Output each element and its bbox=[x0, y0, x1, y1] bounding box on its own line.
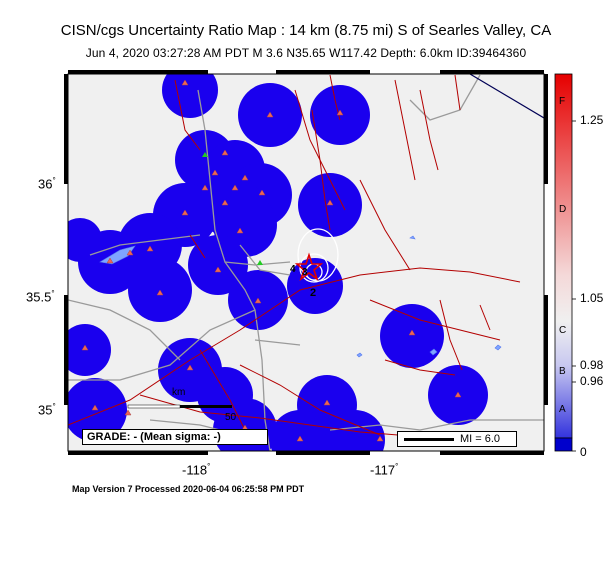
grade-letter-b: B bbox=[559, 366, 566, 377]
epicenter-star-icon bbox=[294, 252, 324, 282]
mi-scale-label: MI = 6.0 bbox=[460, 433, 501, 445]
grade-letter-a: A bbox=[559, 404, 566, 415]
grade-letter-f: F bbox=[559, 96, 566, 107]
lat-label-35: 35° bbox=[38, 402, 56, 418]
colorbar-tick-1-05: 1.05 bbox=[580, 291, 604, 305]
contour-label-4: 4 bbox=[290, 264, 296, 275]
green-stations bbox=[202, 152, 263, 265]
state-boundary bbox=[469, 74, 544, 119]
contour-label-2: 2 bbox=[310, 287, 316, 299]
uncertainty-contours bbox=[297, 228, 339, 283]
faults bbox=[68, 74, 521, 441]
contour-label-3: 3 bbox=[302, 267, 308, 278]
mi-scale-box: MI = 6.0 bbox=[397, 431, 517, 447]
lon-label-117: -117° bbox=[370, 462, 399, 478]
water-bodies bbox=[99, 235, 502, 358]
grade-letter-c: C bbox=[559, 325, 567, 336]
event-subtitle: Jun 4, 2020 03:27:28 AM PDT M 3.6 N35.65… bbox=[85, 46, 527, 60]
station-triangles bbox=[81, 79, 462, 442]
mi-scale-bar bbox=[404, 438, 454, 441]
colorbar-tick-0-96: 0.96 bbox=[580, 374, 604, 388]
map-frame bbox=[64, 70, 548, 455]
map-frame-content: 4 3 2 km 50 bbox=[68, 74, 544, 451]
lon-label-118: -118° bbox=[182, 462, 211, 478]
colorbar-tick-1-25: 1.25 bbox=[580, 113, 604, 127]
map-title: CISN/cgs Uncertainty Ratio Map : 14 km (… bbox=[60, 22, 552, 39]
distance-scale: km 50 bbox=[127, 387, 237, 423]
scale-label-50: 50 bbox=[225, 412, 237, 423]
grade-letter-d: D bbox=[559, 204, 567, 215]
lat-label-36: 36° bbox=[38, 176, 56, 192]
colorbar-tick-0: 0 bbox=[580, 445, 587, 459]
map-version-footer: Map Version 7 Processed 2020-06-04 06:25… bbox=[72, 484, 305, 494]
lat-label-35-5: 35.5° bbox=[26, 289, 55, 305]
scale-unit: km bbox=[172, 387, 185, 398]
grade-box: GRADE: - (Mean sigma: -) bbox=[82, 429, 268, 445]
colorbar bbox=[554, 73, 576, 452]
colorbar-tick-0-98: 0.98 bbox=[580, 358, 604, 372]
